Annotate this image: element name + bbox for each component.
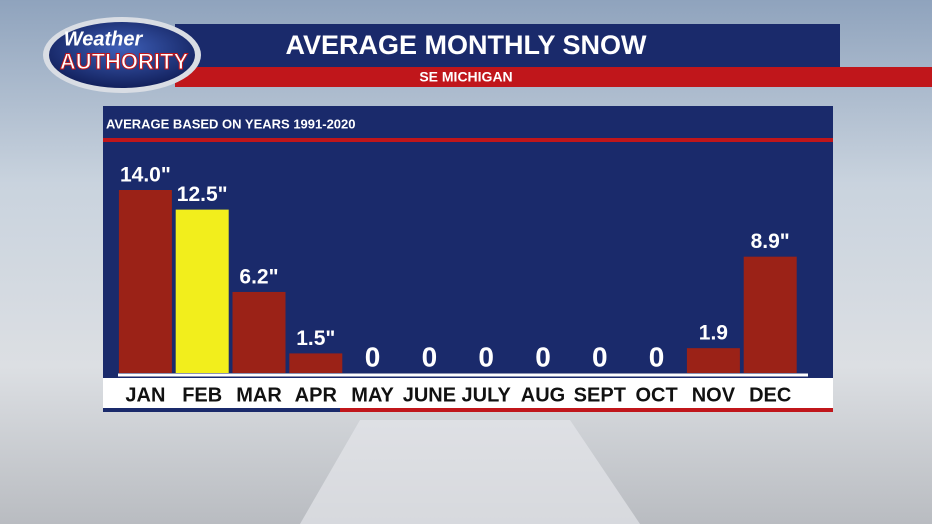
x-tick-label: APR <box>295 384 338 406</box>
x-tick-label: MAY <box>351 384 394 406</box>
value-label: 6.2" <box>239 266 278 289</box>
x-tick-label: JULY <box>462 384 512 406</box>
value-label: 0 <box>649 341 665 372</box>
x-tick-label: DEC <box>749 384 791 406</box>
value-label: 8.9" <box>751 230 790 253</box>
logo-line1: Weather <box>64 28 144 50</box>
bottom-rule <box>340 408 833 412</box>
logo-line2: AUTHORITY <box>60 49 189 74</box>
value-label: 0 <box>365 341 381 372</box>
x-tick-label: JAN <box>125 384 165 406</box>
bar <box>289 353 343 373</box>
bar <box>232 291 286 373</box>
value-label: 1.5" <box>296 327 335 350</box>
panel-rule <box>103 138 833 142</box>
value-label: 1.9 <box>699 322 728 345</box>
title-banner <box>175 24 840 67</box>
x-tick-label: AUG <box>521 384 565 406</box>
annotation: AVERAGE BASED ON YEARS 1991-2020 <box>106 116 356 131</box>
floor-shape <box>300 420 640 524</box>
chart-subtitle: SE MICHIGAN <box>419 69 512 85</box>
x-tick-label: JUNE <box>403 384 456 406</box>
bar <box>743 256 797 373</box>
subtitle-stripe <box>175 67 932 87</box>
bar <box>686 348 740 373</box>
value-label: 0 <box>478 341 494 372</box>
value-label: 0 <box>592 341 608 372</box>
logo <box>49 22 195 88</box>
bar <box>175 209 229 373</box>
x-tick-label: SEPT <box>574 384 626 406</box>
value-label: 0 <box>422 341 438 372</box>
x-tick-label: OCT <box>635 384 677 406</box>
value-label: 14.0" <box>120 164 171 187</box>
x-tick-label: FEB <box>182 384 222 406</box>
chart-title: AVERAGE MONTHLY SNOW <box>285 30 647 60</box>
bar <box>118 190 172 373</box>
label-strip <box>103 378 833 408</box>
x-tick-label: MAR <box>236 384 282 406</box>
value-label: 0 <box>535 341 551 372</box>
x-tick-label: NOV <box>692 384 736 406</box>
value-label: 12.5" <box>177 183 228 206</box>
